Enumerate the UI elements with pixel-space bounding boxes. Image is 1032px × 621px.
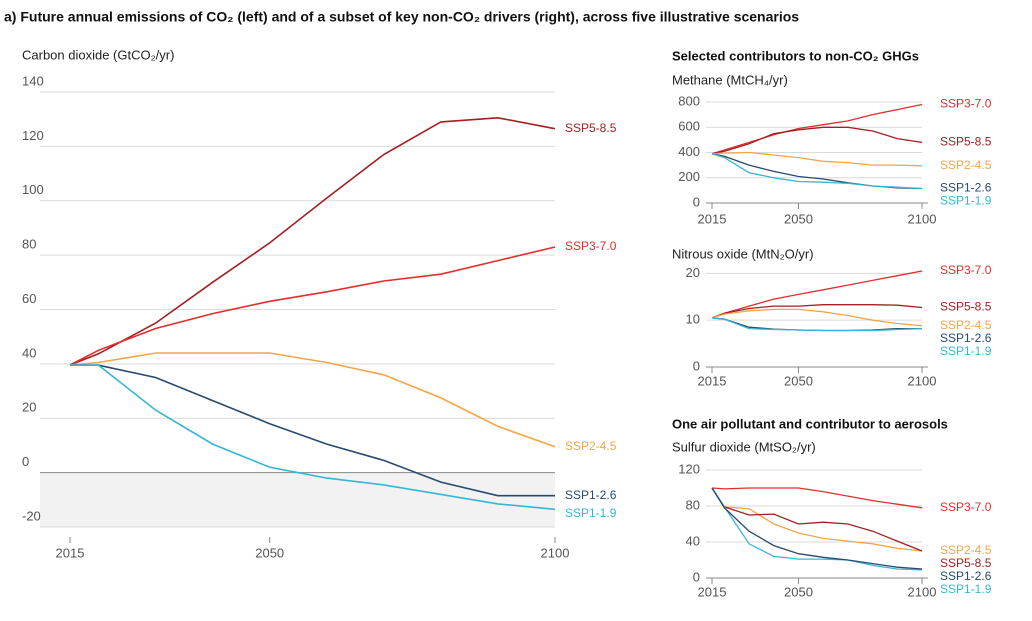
y-tick-label: 20 xyxy=(686,265,700,280)
x-tick-label: 2050 xyxy=(255,545,284,560)
series-line xyxy=(69,116,556,366)
x-tick-label: 2100 xyxy=(908,584,937,599)
x-tick-label: 2100 xyxy=(908,211,937,226)
y-tick-label: 40 xyxy=(22,345,36,360)
series-line xyxy=(711,270,923,319)
y-tick-label: 80 xyxy=(22,237,36,252)
y-axis-label: Carbon dioxide (GtCO₂/yr) xyxy=(22,47,174,62)
figure-title: a) Future annual emissions of CO₂ (left)… xyxy=(4,9,799,25)
series-line xyxy=(69,364,555,497)
y-tick-label: -20 xyxy=(22,508,41,523)
series-label: SSP1-2.6 xyxy=(565,488,617,502)
y-tick-label: 0 xyxy=(693,569,700,584)
series-label: SSP5-8.5 xyxy=(940,135,992,149)
series-line xyxy=(711,487,923,552)
x-tick-label: 2015 xyxy=(698,584,727,599)
series-line xyxy=(711,487,923,570)
y-tick-label: 800 xyxy=(678,93,700,108)
series-line xyxy=(69,364,556,511)
section-heading: One air pollutant and contributor to aer… xyxy=(672,416,948,431)
series-line xyxy=(69,352,556,448)
series-label: SSP1-2.6 xyxy=(940,181,992,195)
series-label: SSP5-8.5 xyxy=(940,300,992,314)
y-tick-label: 80 xyxy=(686,497,700,512)
y-axis-label: Sulfur dioxide (MtSO₂/yr) xyxy=(672,439,816,454)
series-line xyxy=(711,317,923,332)
series-label: SSP2-4.5 xyxy=(940,318,992,332)
x-tick-label: 2050 xyxy=(784,211,813,226)
series-line xyxy=(711,151,923,167)
y-tick-label: 100 xyxy=(22,182,44,197)
y-tick-label: 10 xyxy=(686,312,700,327)
series-line xyxy=(711,304,923,319)
series-label: SSP3-7.0 xyxy=(940,500,992,514)
y-tick-label: 0 xyxy=(22,454,29,469)
series-label: SSP3-7.0 xyxy=(940,97,992,111)
y-tick-label: 600 xyxy=(678,119,700,134)
series-line xyxy=(69,246,556,366)
series-label: SSP2-4.5 xyxy=(940,543,992,557)
series-label: SSP2-4.5 xyxy=(565,439,617,453)
y-tick-label: 200 xyxy=(678,169,700,184)
y-tick-label: 140 xyxy=(22,73,44,88)
series-label: SSP1-2.6 xyxy=(940,569,992,583)
y-tick-label: 120 xyxy=(678,461,700,476)
x-tick-label: 2050 xyxy=(784,373,813,388)
x-tick-label: 2050 xyxy=(784,584,813,599)
x-tick-label: 2100 xyxy=(541,545,570,560)
y-tick-label: 0 xyxy=(693,194,700,209)
series-label: SSP5-8.5 xyxy=(940,556,992,570)
series-label: SSP3-7.0 xyxy=(940,263,992,277)
series-line xyxy=(711,487,923,509)
series-label: SSP2-4.5 xyxy=(940,158,992,172)
series-label: SSP5-8.5 xyxy=(565,121,617,135)
series-line xyxy=(711,487,923,571)
series-line xyxy=(711,308,923,327)
x-tick-label: 2015 xyxy=(698,211,727,226)
y-axis-label: Methane (MtCH₄/yr) xyxy=(672,72,788,87)
series-label: SSP1-1.9 xyxy=(565,506,617,520)
series-label: SSP3-7.0 xyxy=(565,239,617,253)
y-axis-label: Nitrous oxide (MtN₂O/yr) xyxy=(672,246,814,261)
series-line xyxy=(711,153,923,190)
section-heading: Selected contributors to non-CO₂ GHGs xyxy=(672,48,919,63)
x-tick-label: 2015 xyxy=(56,545,85,560)
series-line xyxy=(711,153,923,190)
series-line xyxy=(711,103,923,155)
y-tick-label: 120 xyxy=(22,128,44,143)
series-label: SSP1-1.9 xyxy=(940,582,992,596)
y-tick-label: 40 xyxy=(686,533,700,548)
x-tick-label: 2015 xyxy=(698,373,727,388)
y-tick-label: 60 xyxy=(22,291,36,306)
series-label: SSP1-1.9 xyxy=(940,194,992,208)
x-tick-label: 2100 xyxy=(908,373,937,388)
y-tick-label: 400 xyxy=(678,144,700,159)
series-line xyxy=(711,126,923,155)
y-tick-label: 20 xyxy=(22,400,36,415)
series-line xyxy=(711,487,923,552)
series-label: SSP1-1.9 xyxy=(940,344,992,358)
y-tick-label: 0 xyxy=(693,358,700,373)
series-label: SSP1-2.6 xyxy=(940,331,992,345)
